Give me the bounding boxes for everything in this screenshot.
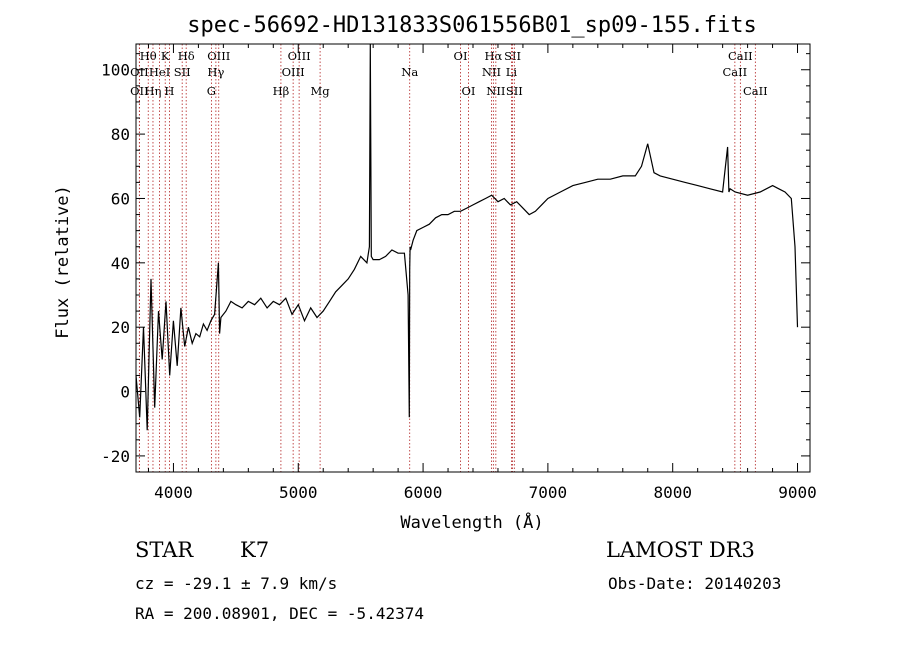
spectral-line-label: G bbox=[207, 84, 216, 98]
y-tick-label: -20 bbox=[101, 447, 130, 466]
spectral-line-label: Hη bbox=[145, 84, 162, 98]
series-layer bbox=[135, 43, 799, 431]
spectral-line-label: NII bbox=[486, 84, 505, 98]
series-line-flux bbox=[135, 43, 799, 431]
spectral-line-label: Na bbox=[401, 65, 418, 79]
y-tick-label: 60 bbox=[111, 189, 130, 208]
spectral-line-label: Hδ bbox=[178, 49, 195, 63]
spectral-line-label: OIII bbox=[207, 49, 230, 63]
spectral-line-label: CaII bbox=[728, 49, 753, 63]
y-tick-label: 40 bbox=[111, 254, 130, 273]
plot-frame bbox=[135, 43, 811, 473]
spectral-line-label: SII bbox=[504, 49, 521, 63]
x-tick-label: 4000 bbox=[154, 483, 193, 502]
spectral-line-label: OI bbox=[454, 49, 468, 63]
spectrum-chart: spec-56692-HD131833S061556B01_sp09-155.f… bbox=[53, 13, 817, 533]
x-axis-label: Wavelength (Å) bbox=[400, 511, 543, 533]
x-tick-label: 6000 bbox=[404, 483, 443, 502]
spectral-line-label: SII bbox=[506, 84, 523, 98]
x-tick-label: 9000 bbox=[778, 483, 817, 502]
y-tick-label: 20 bbox=[111, 318, 130, 337]
spectral-line-label: NII bbox=[482, 65, 501, 79]
spectral-line-label: Hθ bbox=[140, 49, 157, 63]
spectral-line-label: SII bbox=[174, 65, 191, 79]
y-axis-label: Flux (relative) bbox=[53, 185, 73, 339]
spectral-line-label: OIII bbox=[288, 49, 311, 63]
spectral-line-label: HeI bbox=[149, 65, 170, 79]
spectral-line-label: OI bbox=[462, 84, 476, 98]
x-tick-label: 5000 bbox=[279, 483, 318, 502]
object-subclass: K7 bbox=[240, 538, 270, 562]
spectral-line-label: Hγ bbox=[207, 65, 224, 79]
spectral-line-label: H bbox=[164, 84, 174, 98]
redshift-text: cz = -29.1 ± 7.9 km/s bbox=[135, 574, 338, 593]
x-tick-label: 7000 bbox=[529, 483, 568, 502]
x-tick-label: 8000 bbox=[653, 483, 692, 502]
obs-date-text: Obs-Date: 20140203 bbox=[608, 574, 782, 593]
chart-title: spec-56692-HD131833S061556B01_sp09-155.f… bbox=[187, 13, 757, 38]
coordinates-text: RA = 200.08901, DEC = -5.42374 bbox=[135, 604, 424, 623]
spectral-line-label: Hα bbox=[484, 49, 502, 63]
spectral-line-label: Mg bbox=[311, 84, 331, 98]
spectral-line-label: K bbox=[161, 49, 170, 63]
object-class: STAR bbox=[135, 538, 194, 562]
axis-ticks-layer: 4000 5000 6000 7000 8000 9000 -20 0 20 40 60 80 100 bbox=[101, 44, 817, 502]
spectral-line-label: CaII bbox=[743, 84, 768, 98]
y-tick-label: 80 bbox=[111, 125, 130, 144]
y-tick-label: 100 bbox=[101, 61, 130, 80]
y-tick-label: 0 bbox=[120, 383, 130, 402]
spectral-line-label: OIII bbox=[282, 65, 305, 79]
spectral-line-label: CaII bbox=[722, 65, 747, 79]
spectral-line-label: Li bbox=[506, 65, 518, 79]
survey-name: LAMOST DR3 bbox=[606, 538, 755, 562]
spectral-line-label: Hβ bbox=[273, 84, 290, 98]
spectral-line-label: OII bbox=[130, 84, 149, 98]
